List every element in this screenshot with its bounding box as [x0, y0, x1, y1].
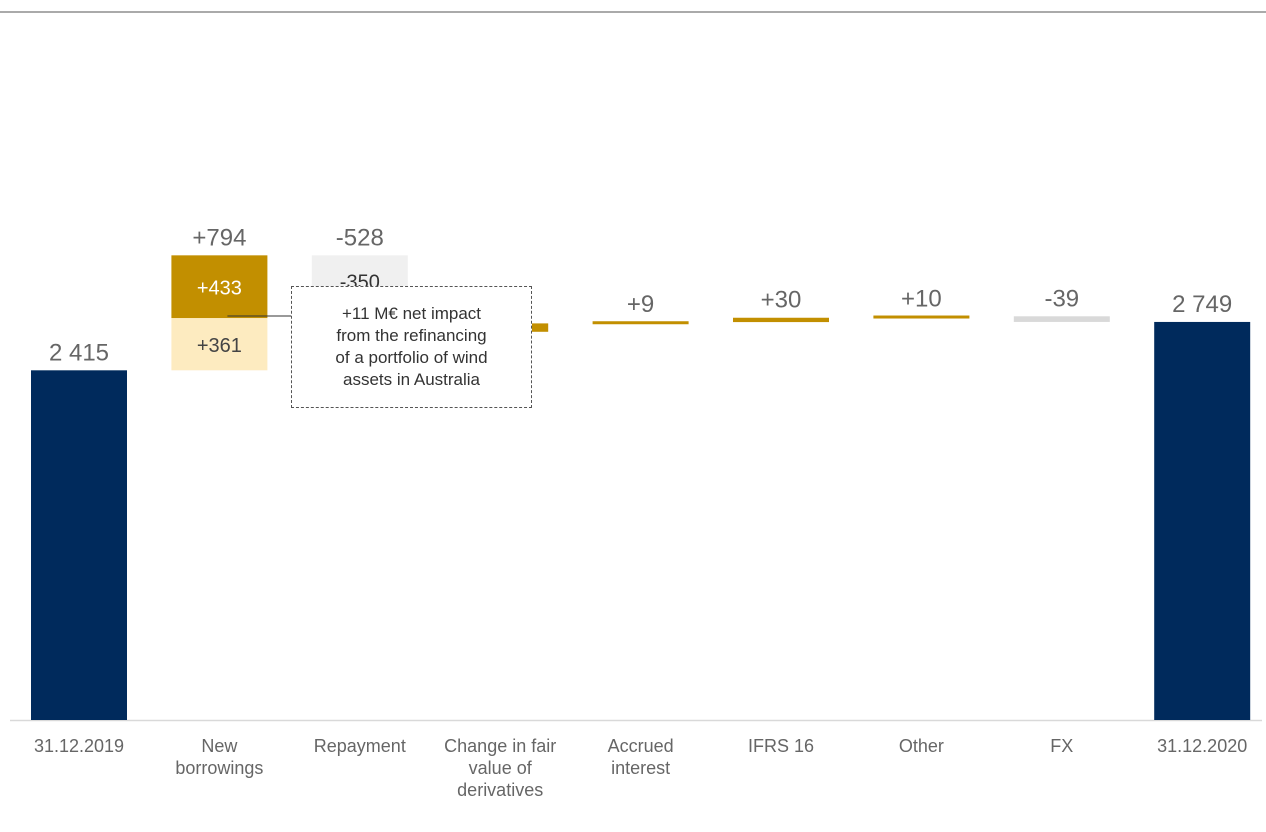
category-label-0: 31.12.2019 [34, 736, 124, 756]
category-label-4-1: interest [611, 758, 670, 778]
category-label-3-0: Change in fair [444, 736, 556, 756]
bar-6 [873, 315, 970, 319]
category-label-2: Repayment [314, 736, 406, 756]
segment-label-1-1: +433 [197, 278, 242, 300]
bar-1-segment-1 [171, 255, 268, 319]
bar-label-5: +30 [761, 287, 802, 314]
bar-label-1: +794 [192, 224, 246, 251]
category-label-3-1: value of [469, 758, 533, 778]
callout-line-4: assets in Australia [342, 370, 480, 389]
bar-label-6: +10 [901, 285, 942, 312]
bar-4 [592, 321, 689, 325]
category-label-7: FX [1050, 736, 1073, 756]
bar-8 [1154, 321, 1251, 720]
category-label-6: Other [899, 736, 944, 756]
category-label-4-0: Accrued [608, 736, 674, 756]
bar-label-8: 2 749 [1172, 291, 1232, 318]
category-label-5: IFRS 16 [748, 736, 814, 756]
bar-label-4: +9 [627, 291, 654, 318]
bar-label-0: 2 415 [49, 339, 109, 366]
callout-line-3: of a portfolio of wind [335, 348, 488, 367]
refinancing-callout: +11 M€ net impact from the refinancing o… [291, 286, 532, 408]
segment-label-1-0: +361 [197, 335, 242, 357]
category-label-1-1: borrowings [175, 758, 263, 778]
category-label-3-2: derivatives [457, 780, 543, 800]
bar-0 [31, 370, 127, 720]
bar-1-segment-0 [171, 318, 268, 371]
category-label-1-0: New [201, 736, 238, 756]
bar-label-2: -528 [336, 224, 384, 251]
bar-5 [733, 317, 829, 323]
bar-7 [1013, 316, 1110, 322]
bar-label-7: -39 [1044, 285, 1079, 312]
callout-line-2: from the refinancing [336, 326, 487, 345]
category-label-8: 31.12.2020 [1157, 736, 1247, 756]
callout-line-1: +11 M€ net impact [341, 304, 482, 323]
